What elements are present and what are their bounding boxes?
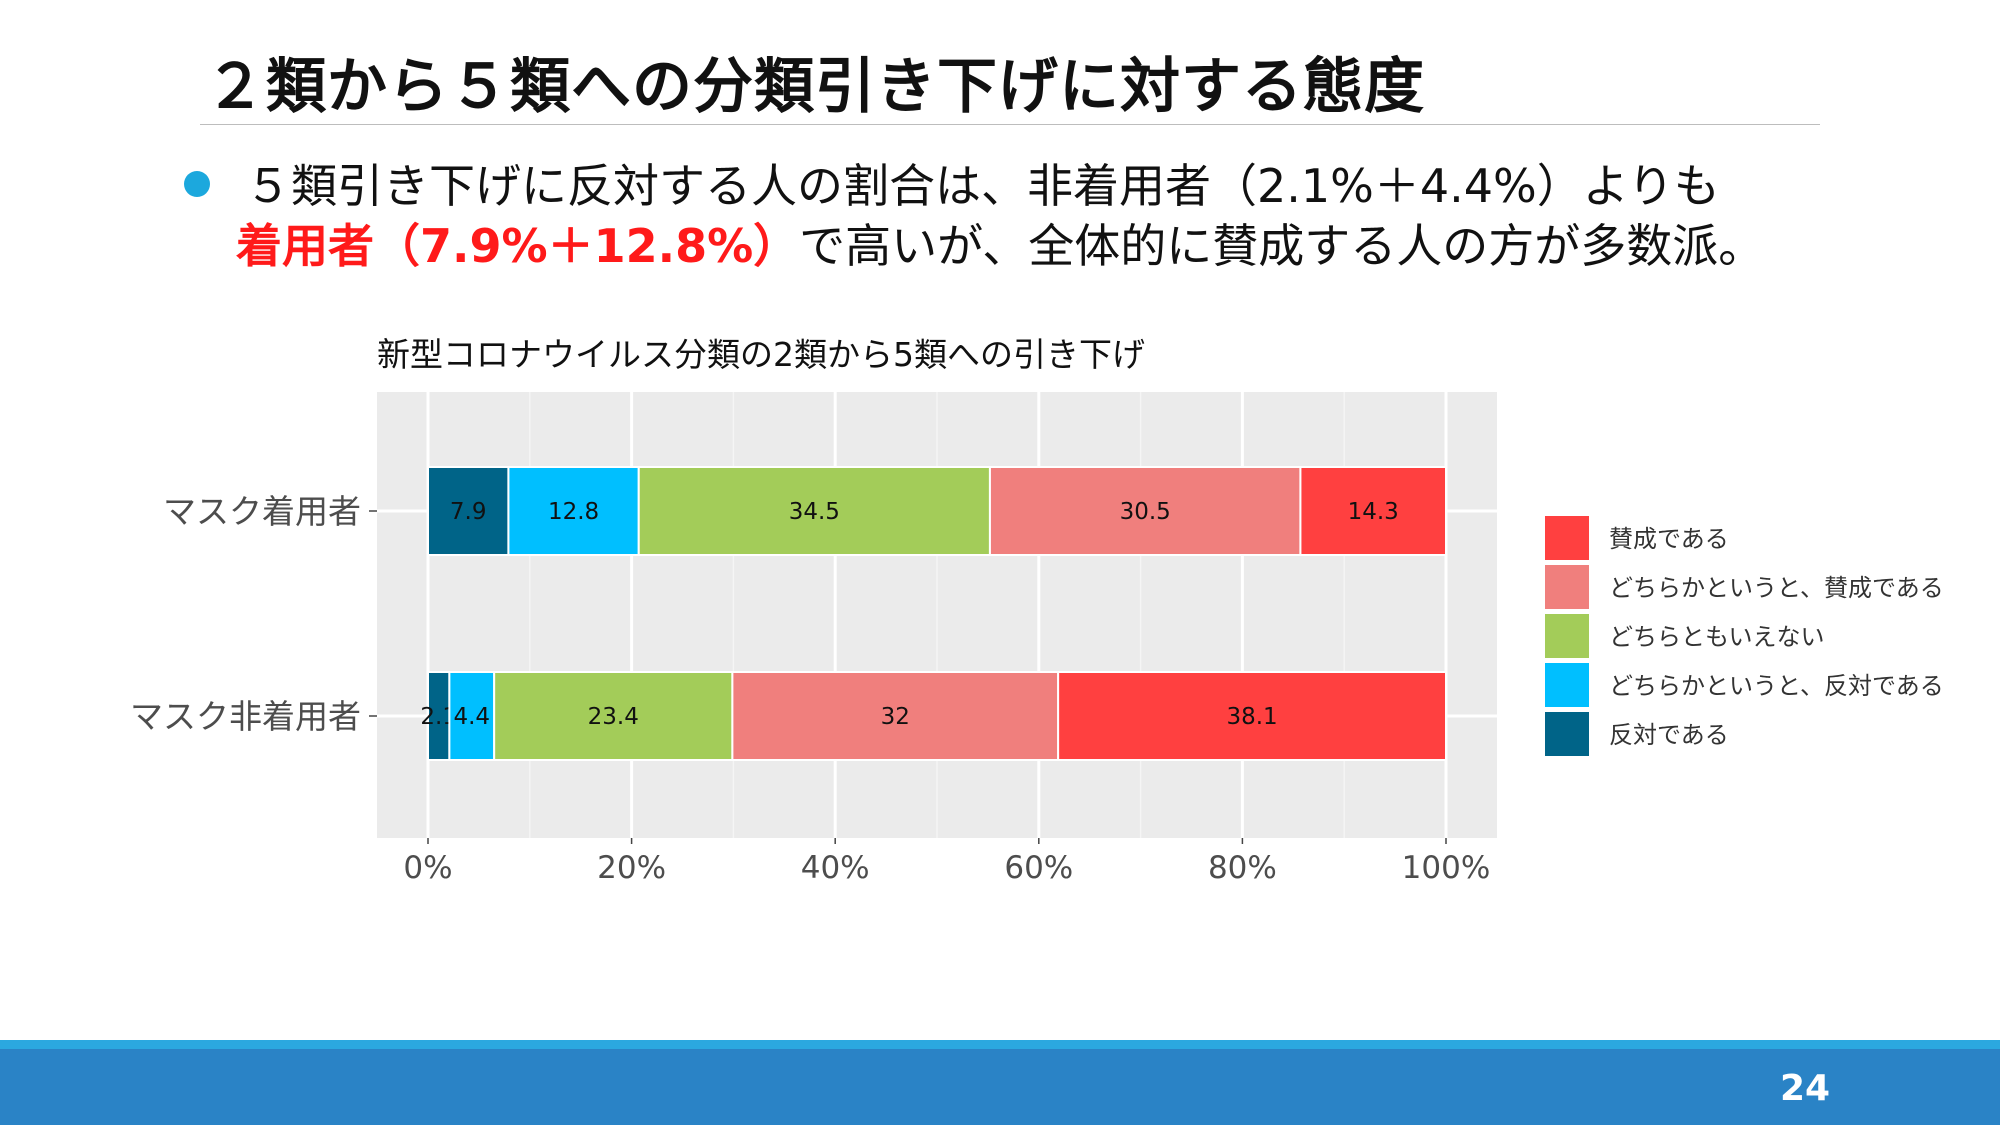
data-label: 23.4 — [588, 704, 639, 730]
legend-label: 賛成である — [1609, 525, 1729, 553]
bar-segment — [1057, 671, 1447, 761]
legend-swatch — [1545, 712, 1589, 756]
legend-swatch — [1545, 565, 1589, 609]
x-tick-label: 0% — [403, 850, 452, 886]
bullet-line-2-rest: で高いが、全体的に賛成する人の方が多数派。 — [799, 219, 1765, 273]
legend-label: どちらかというと、反対である — [1609, 672, 1944, 700]
slide-title: ２類から５類への分類引き下げに対する態度 — [205, 52, 1425, 122]
bar-segment — [493, 671, 734, 761]
data-label: 14.3 — [1348, 499, 1399, 525]
data-label: 7.9 — [450, 499, 487, 525]
bullet-line-1: ５類引き下げに反対する人の割合は、非着用者（2.1%＋4.4%）よりも — [245, 159, 1720, 213]
bar-segment — [448, 671, 496, 761]
y-category-label: マスク非着用者 — [130, 697, 361, 736]
x-tick-label: 60% — [1004, 850, 1073, 886]
data-label: 4.4 — [453, 704, 490, 730]
page-number: 24 — [1780, 1068, 1831, 1109]
bullet-emphasis: 着用者（7.9%＋12.8%） — [236, 219, 800, 273]
data-label: 12.8 — [548, 499, 599, 525]
data-label: 30.5 — [1120, 499, 1171, 525]
legend-label: どちらかというと、賛成である — [1609, 574, 1944, 602]
bar-segment — [507, 466, 640, 556]
x-tick-label: 100% — [1402, 850, 1491, 886]
bullet-dot-icon — [184, 171, 210, 197]
legend-swatch — [1545, 614, 1589, 658]
legend-label: 反対である — [1609, 721, 1729, 749]
title-divider — [200, 124, 1820, 125]
data-label: 34.5 — [789, 499, 840, 525]
data-label: 32 — [881, 704, 910, 730]
x-tick-label: 80% — [1208, 850, 1277, 886]
legend-swatch — [1545, 663, 1589, 707]
bar-segment — [427, 466, 510, 556]
bullet-line-2: 着用者（7.9%＋12.8%）で高いが、全体的に賛成する人の方が多数派。 — [236, 210, 1764, 276]
y-category-label: マスク着用者 — [163, 492, 361, 531]
bar-segment — [637, 466, 991, 556]
x-tick-label: 40% — [801, 850, 870, 886]
x-tick-label: 20% — [597, 850, 666, 886]
footer-bar — [0, 1040, 2000, 1125]
bar-segment — [731, 671, 1060, 761]
legend-swatch — [1545, 516, 1589, 560]
bar-segment — [988, 466, 1302, 556]
bar-segment — [1299, 466, 1448, 556]
legend-label: どちらともいえない — [1609, 623, 1825, 651]
data-label: 38.1 — [1226, 704, 1277, 730]
chart-title: 新型コロナウイルス分類の2類から5類への引き下げ — [377, 335, 1145, 374]
